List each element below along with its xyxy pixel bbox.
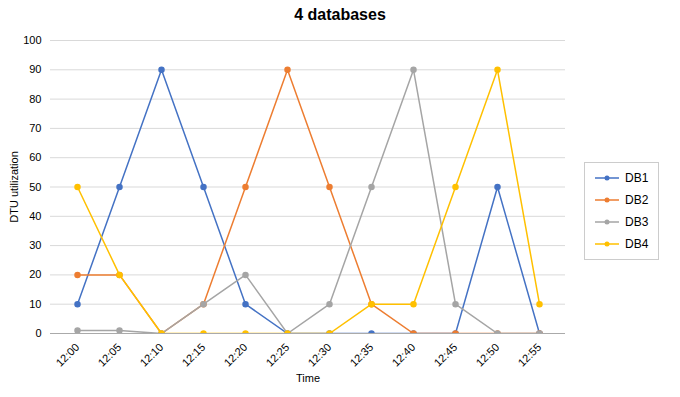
svg-text:12:10: 12:10 (137, 341, 165, 369)
html-text:DB3: DB3 (625, 214, 649, 229)
svg-text:DTU utilization: DTU utilization (8, 151, 20, 223)
html-text:DB2: DB2 (625, 192, 649, 207)
svg-text:40: 40 (29, 210, 41, 222)
svg-text:60: 60 (29, 151, 41, 163)
svg-text:70: 70 (29, 122, 41, 134)
svg-text:0: 0 (35, 327, 41, 339)
svg-text:12:40: 12:40 (389, 341, 417, 369)
svg-text:12:45: 12:45 (431, 341, 459, 369)
svg-text:100: 100 (23, 34, 41, 46)
svg-text:30: 30 (29, 239, 41, 251)
svg-text:12:30: 12:30 (305, 341, 333, 369)
svg-text:10: 10 (29, 298, 41, 310)
svg-text:Time: Time (296, 372, 320, 384)
svg-text:12:25: 12:25 (263, 341, 291, 369)
svg-text:20: 20 (29, 268, 41, 280)
svg-text:12:50: 12:50 (473, 341, 501, 369)
html-text:DB4: DB4 (625, 236, 649, 251)
svg-text:12:00: 12:00 (53, 341, 81, 369)
svg-text:12:55: 12:55 (515, 341, 543, 369)
svg-text:80: 80 (29, 93, 41, 105)
svg-text:12:20: 12:20 (221, 341, 249, 369)
svg-text:90: 90 (29, 63, 41, 75)
html-text:DB1: DB1 (625, 170, 649, 185)
svg-text:12:05: 12:05 (95, 341, 123, 369)
svg-text:12:35: 12:35 (347, 341, 375, 369)
html-text:4 databases: 4 databases (294, 6, 386, 23)
svg-text:50: 50 (29, 181, 41, 193)
svg-text:12:15: 12:15 (179, 341, 207, 369)
